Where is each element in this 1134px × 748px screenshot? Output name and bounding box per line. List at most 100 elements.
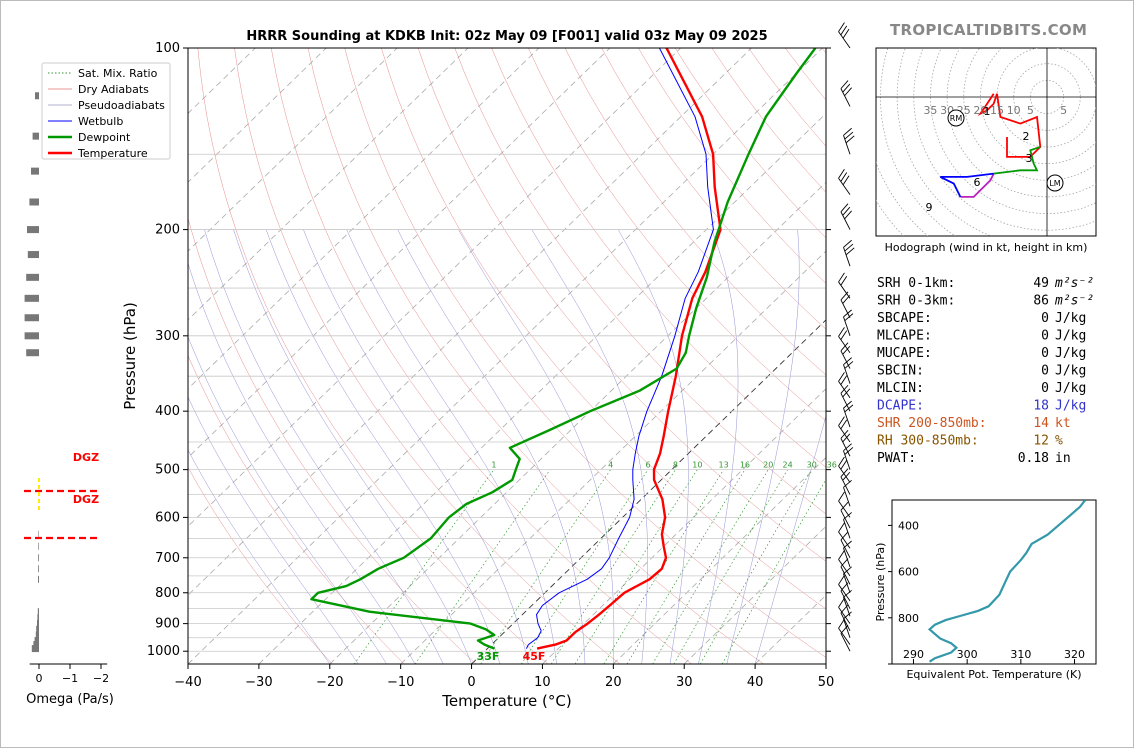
param-value: 86 xyxy=(1033,294,1049,309)
omega-bar xyxy=(37,608,39,616)
theta-e-x-tick-label: 300 xyxy=(957,648,978,661)
wind-barb xyxy=(843,443,854,470)
hodograph-ring-label: 20 xyxy=(973,104,987,117)
mixing-ratio-label: 6 xyxy=(645,461,650,470)
barb-staff xyxy=(843,573,851,593)
barb-flag xyxy=(842,388,851,398)
barb-flag xyxy=(843,479,852,488)
barb-staff xyxy=(838,531,851,549)
wind-barb xyxy=(838,416,851,443)
barb-flag xyxy=(840,460,848,470)
theta-e-line xyxy=(927,500,1087,663)
barb-flag xyxy=(840,558,849,567)
barb-flag xyxy=(842,83,851,93)
mixing-ratio-label: 4 xyxy=(608,461,613,470)
wind-barb xyxy=(838,168,851,195)
wind-barb xyxy=(840,582,851,609)
barb-flag xyxy=(838,327,845,337)
legend-label: Sat. Mix. Ratio xyxy=(78,67,158,80)
legend-box xyxy=(41,62,171,160)
hodograph-rings xyxy=(876,48,1096,236)
omega-bar xyxy=(38,542,39,550)
barb-flag xyxy=(844,313,854,322)
barb-flag xyxy=(840,80,849,89)
theta-e-x-tick-label: 320 xyxy=(1064,648,1085,661)
omega-bar xyxy=(26,273,39,281)
y-axis-label: Pressure (hPa) xyxy=(121,302,139,410)
moist-adiabat xyxy=(188,262,416,664)
omega-bar xyxy=(31,645,39,653)
profile-dewpoint xyxy=(310,48,817,650)
isotherm-line xyxy=(400,250,826,664)
isotherm-line xyxy=(188,48,681,527)
y-tick-label: 1000 xyxy=(147,644,180,659)
theta-e-x-tick-label: 310 xyxy=(1010,648,1031,661)
barb-flag xyxy=(838,618,845,629)
omega-bar xyxy=(38,530,39,538)
wind-barb xyxy=(840,604,851,631)
mixing-ratio-line xyxy=(626,469,746,664)
mixing-ratio-label: 16 xyxy=(740,461,750,470)
moist-adiabat xyxy=(531,229,648,664)
param-value: 49 xyxy=(1033,276,1049,291)
param-unit: J/kg xyxy=(1055,399,1086,414)
mixing-ratio-line xyxy=(354,469,495,664)
barb-flag xyxy=(838,550,845,560)
param-value: 14 xyxy=(1033,416,1049,431)
mixing-ratio-label: 8 xyxy=(673,461,678,470)
wind-barb xyxy=(838,618,851,645)
barb-flag xyxy=(842,433,851,443)
barb-flag xyxy=(838,456,845,467)
x-tick-label: −40 xyxy=(174,675,201,690)
barb-staff xyxy=(838,584,851,602)
dgz-label: DGZ xyxy=(73,451,99,464)
barb-flag xyxy=(840,531,849,541)
omega-bar xyxy=(35,631,39,639)
omega-bar xyxy=(36,625,39,633)
wind-barb xyxy=(843,357,854,384)
barb-staff xyxy=(843,316,851,336)
storm-motion-marker xyxy=(947,109,965,127)
mixing-ratio-label: 10 xyxy=(692,461,702,470)
wind-barb xyxy=(840,429,851,457)
barb-staff xyxy=(840,211,851,230)
wind-barb xyxy=(840,291,851,318)
skewt-plot-frame xyxy=(187,47,827,665)
mixing-ratio-line xyxy=(550,469,676,664)
barb-flag xyxy=(840,291,849,301)
param-label: PWAT: xyxy=(877,451,916,466)
wind-barb xyxy=(843,540,852,568)
barb-flag xyxy=(842,175,850,186)
theta-e-series xyxy=(927,500,1087,663)
barb-flag xyxy=(844,404,854,413)
barb-flag xyxy=(838,168,845,179)
param-label: SRH 0-3km: xyxy=(877,294,955,309)
legend: Sat. Mix. Ratio Dry Adiabats Pseudoadiabat… xyxy=(41,62,171,160)
param-unit: kt xyxy=(1055,416,1071,431)
barb-flag xyxy=(840,582,849,592)
barb-staff xyxy=(838,281,851,299)
moist-adiabat xyxy=(188,449,331,664)
omega-axis-label: Omega (Pa/s) xyxy=(26,692,114,707)
barb-flag xyxy=(840,275,848,286)
dry-adiabat xyxy=(381,48,826,610)
profile-wetbulb xyxy=(525,48,714,649)
barb-flag xyxy=(838,597,845,608)
omega-tick-label: 0 xyxy=(36,672,43,685)
barb-flag xyxy=(842,206,851,216)
barb-flag xyxy=(843,443,852,452)
barb-flag xyxy=(840,624,849,634)
param-label: MLCIN: xyxy=(877,381,924,396)
barb-staff xyxy=(840,590,851,609)
isotherm-line xyxy=(188,48,611,459)
barb-flag xyxy=(838,22,845,32)
mixing-ratio-line xyxy=(721,478,826,664)
barb-flag xyxy=(844,131,854,140)
wind-barb xyxy=(838,575,851,602)
barb-staff xyxy=(843,547,851,568)
barb-flag xyxy=(840,468,849,478)
moist-adiabat xyxy=(188,396,359,664)
legend-label: Dry Adiabats xyxy=(78,83,149,96)
legend-label: Pseudoadiabats xyxy=(78,99,165,112)
